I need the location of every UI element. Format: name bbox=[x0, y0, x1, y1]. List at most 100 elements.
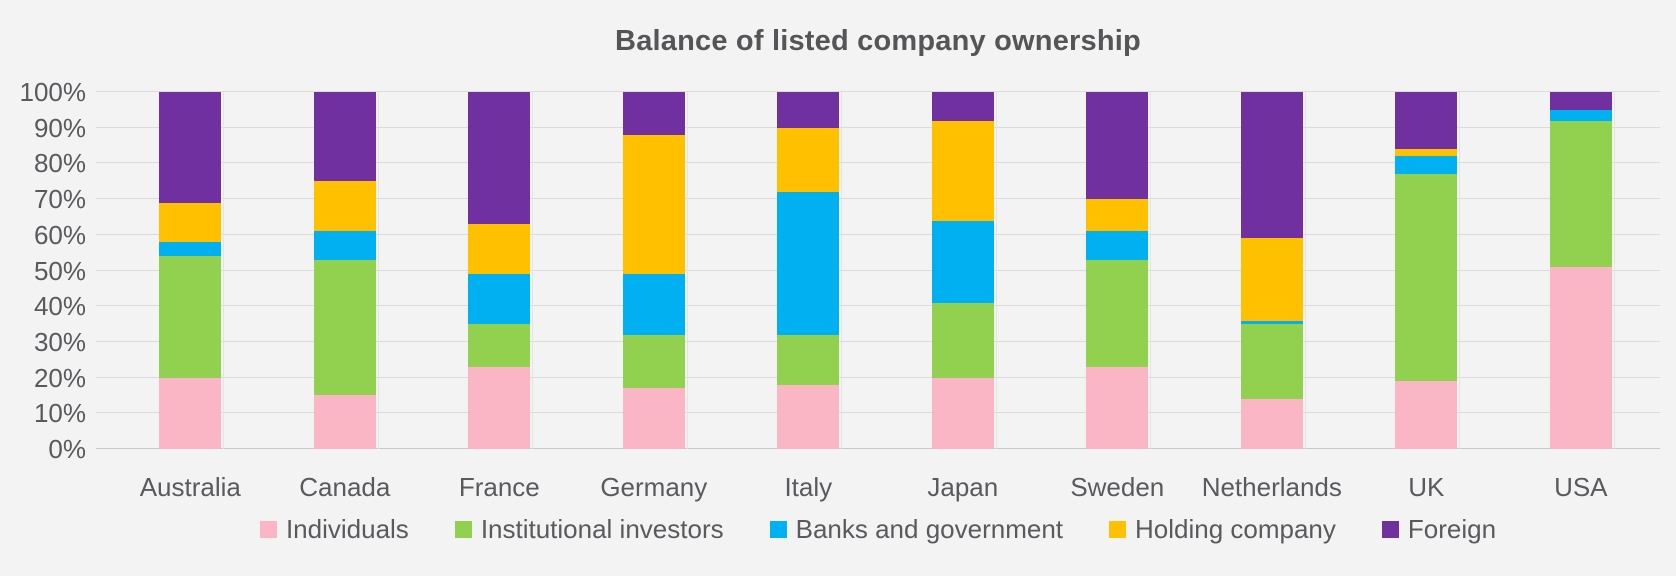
bar-segment-australia-foreign bbox=[159, 92, 222, 203]
bar-segment-italy-foreign bbox=[777, 92, 840, 128]
gridline-horizontal-60 bbox=[96, 233, 1660, 235]
bar-australia bbox=[159, 92, 222, 449]
bar-segment-uk-individuals bbox=[1395, 381, 1458, 449]
gridline-horizontal-90 bbox=[96, 126, 1660, 128]
gridline-horizontal-40 bbox=[96, 305, 1660, 307]
gridline-horizontal-100 bbox=[96, 91, 1660, 92]
y-axis-tick-label-0: 0% bbox=[48, 434, 86, 464]
x-axis-label-canada: Canada bbox=[299, 472, 391, 502]
gridline-vertical-netherlands bbox=[1304, 92, 1306, 449]
bar-segment-italy-banks-and-government bbox=[777, 191, 840, 335]
gridline-horizontal-50 bbox=[96, 269, 1660, 271]
bar-segment-germany-individuals bbox=[622, 388, 685, 449]
bar-usa bbox=[1549, 92, 1612, 449]
legend-label-institutional-investors: Institutional investors bbox=[480, 514, 724, 544]
x-axis-label-usa: USA bbox=[1554, 472, 1608, 502]
y-axis-tick-label-20: 20% bbox=[33, 362, 86, 393]
y-axis-tick-label-10: 10% bbox=[33, 398, 86, 429]
x-axis-label-australia: Australia bbox=[139, 472, 241, 502]
bar-segment-canada-holding-company bbox=[313, 181, 376, 232]
bar-segment-germany-institutional-investors bbox=[622, 334, 685, 389]
bar-segment-sweden-institutional-investors bbox=[1086, 259, 1149, 367]
bar-segment-uk-holding-company bbox=[1395, 149, 1458, 157]
bar-uk bbox=[1395, 92, 1458, 449]
bar-segment-france-individuals bbox=[468, 366, 531, 449]
legend-item-banks-and-government: Banks and government bbox=[769, 514, 1063, 544]
gridline-vertical-italy bbox=[841, 92, 843, 449]
legend-label-holding-company: Holding company bbox=[1135, 514, 1336, 544]
bar-segment-australia-banks-and-government bbox=[159, 241, 222, 257]
bar-segment-netherlands-institutional-investors bbox=[1240, 324, 1303, 400]
bar-segment-canada-individuals bbox=[313, 395, 376, 449]
gridline-vertical-australia bbox=[223, 92, 225, 449]
bar-segment-netherlands-foreign bbox=[1240, 92, 1303, 239]
gridline-vertical-france bbox=[532, 92, 534, 449]
y-axis-tick-label-100: 100% bbox=[19, 77, 87, 107]
chart-title: Balance of listed company ownership bbox=[615, 25, 1141, 57]
bar-segment-japan-holding-company bbox=[931, 120, 994, 221]
bar-segment-france-holding-company bbox=[468, 224, 531, 275]
bar-segment-canada-institutional-investors bbox=[313, 259, 376, 396]
legend-item-institutional-investors: Institutional investors bbox=[454, 514, 724, 544]
bar-segment-canada-banks-and-government bbox=[313, 231, 376, 260]
gridline-vertical-usa bbox=[1613, 92, 1615, 449]
legend-label-individuals: Individuals bbox=[285, 514, 409, 544]
gridline-horizontal-30 bbox=[96, 340, 1660, 342]
gridline-vertical-uk bbox=[1459, 92, 1461, 449]
gridline-horizontal-70 bbox=[96, 198, 1660, 200]
bar-segment-japan-banks-and-government bbox=[931, 220, 994, 303]
gridline-vertical-japan bbox=[995, 92, 997, 449]
legend-swatch-individuals bbox=[259, 520, 277, 538]
bar-segment-canada-foreign bbox=[313, 92, 376, 182]
bar-segment-netherlands-banks-and-government bbox=[1240, 320, 1303, 325]
x-axis-label-france: France bbox=[458, 472, 540, 502]
bar-segment-germany-holding-company bbox=[622, 134, 685, 275]
bar-segment-uk-foreign bbox=[1395, 92, 1458, 150]
bar-germany bbox=[622, 92, 685, 449]
x-axis-label-japan: Japan bbox=[927, 472, 999, 502]
bar-segment-japan-foreign bbox=[931, 92, 994, 121]
gridline-horizontal-80 bbox=[96, 162, 1660, 164]
x-axis-label-uk: UK bbox=[1408, 472, 1445, 502]
y-axis-tick-label-50: 50% bbox=[33, 255, 86, 286]
bar-segment-uk-banks-and-government bbox=[1395, 156, 1458, 175]
x-axis-label-sweden: Sweden bbox=[1070, 472, 1165, 502]
y-axis-tick-label-80: 80% bbox=[33, 148, 86, 179]
legend-swatch-holding-company bbox=[1109, 520, 1126, 538]
x-axis-label-netherlands: Netherlands bbox=[1201, 472, 1342, 502]
bar-segment-france-banks-and-government bbox=[468, 274, 531, 325]
y-axis-tick-label-90: 90% bbox=[33, 112, 86, 143]
bar-segment-italy-holding-company bbox=[777, 127, 840, 192]
bar-segment-germany-banks-and-government bbox=[622, 274, 685, 335]
bar-segment-australia-holding-company bbox=[159, 202, 222, 242]
gridline-vertical-germany bbox=[686, 92, 688, 449]
gridline-horizontal-10 bbox=[96, 412, 1660, 414]
bar-segment-italy-individuals bbox=[777, 384, 840, 449]
bar-segment-usa-banks-and-government bbox=[1549, 109, 1612, 121]
bar-segment-netherlands-holding-company bbox=[1240, 238, 1303, 321]
legend-label-banks-and-government: Banks and government bbox=[795, 514, 1063, 544]
bar-segment-sweden-banks-and-government bbox=[1086, 231, 1149, 260]
legend-item-individuals: Individuals bbox=[259, 514, 409, 544]
plot-area bbox=[96, 91, 1660, 449]
y-axis: 0% 10% 20% 30% 40% 50% 60% 70% 80% 90% 100% bbox=[0, 79, 87, 462]
x-axis-label-germany: Germany bbox=[600, 472, 708, 502]
x-axis-label-italy: Italy bbox=[784, 472, 833, 502]
gridline-horizontal-20 bbox=[96, 376, 1660, 378]
y-axis-tick-label-40: 40% bbox=[33, 291, 86, 322]
bar-segment-usa-individuals bbox=[1549, 266, 1612, 449]
bar-segment-usa-foreign bbox=[1549, 92, 1612, 110]
bar-segment-france-foreign bbox=[468, 92, 531, 225]
bar-segment-france-institutional-investors bbox=[468, 324, 531, 367]
y-axis-tick-label-30: 30% bbox=[33, 326, 86, 357]
bar-segment-uk-institutional-investors bbox=[1395, 174, 1458, 382]
legend-item-holding-company: Holding company bbox=[1109, 515, 1336, 543]
y-axis-tick-label-70: 70% bbox=[33, 184, 86, 215]
gridline-vertical-canada bbox=[377, 92, 379, 449]
bar-segment-italy-institutional-investors bbox=[777, 334, 840, 385]
bar-segment-australia-institutional-investors bbox=[159, 256, 222, 378]
bar-segment-usa-institutional-investors bbox=[1549, 120, 1612, 267]
x-axis-line bbox=[96, 448, 1660, 449]
bar-canada bbox=[313, 92, 376, 449]
